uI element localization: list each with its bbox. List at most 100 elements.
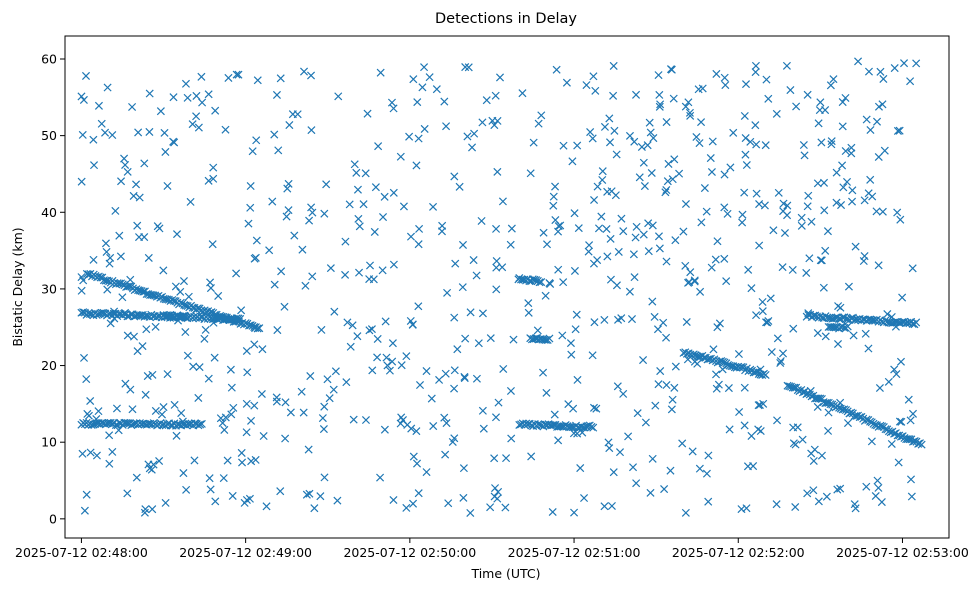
- data-point: [588, 134, 597, 143]
- data-point: [341, 237, 350, 246]
- data-point: [773, 416, 782, 425]
- data-point: [257, 389, 266, 399]
- data-point: [422, 468, 431, 477]
- data-point: [860, 252, 869, 261]
- data-point: [580, 494, 589, 503]
- data-point: [133, 221, 142, 230]
- data-point: [389, 260, 398, 269]
- data-point: [218, 418, 227, 428]
- data-point: [529, 138, 538, 147]
- data-point: [678, 439, 687, 448]
- data-point: [179, 469, 188, 478]
- data-point: [605, 114, 614, 123]
- data-point: [459, 493, 468, 502]
- data-point: [247, 457, 256, 466]
- data-point: [660, 485, 669, 494]
- data-point: [159, 403, 168, 412]
- data-point: [169, 93, 178, 102]
- data-point: [499, 364, 508, 373]
- data-point: [589, 403, 599, 412]
- data-point: [106, 319, 115, 328]
- data-point: [442, 122, 451, 131]
- data-point: [427, 394, 436, 403]
- data-point: [766, 294, 775, 303]
- data-point: [209, 163, 218, 172]
- data-point: [584, 247, 593, 256]
- data-point: [406, 232, 416, 241]
- data-point: [320, 473, 329, 482]
- data-point: [648, 454, 657, 463]
- data-point: [573, 375, 582, 384]
- data-point: [365, 261, 375, 270]
- data-point: [286, 408, 295, 417]
- data-point: [160, 128, 169, 137]
- data-point: [706, 154, 715, 163]
- data-point: [729, 128, 738, 137]
- data-point: [240, 498, 249, 507]
- data-point: [92, 451, 101, 460]
- data-point: [751, 68, 760, 77]
- data-point: [662, 257, 671, 266]
- data-point: [304, 445, 313, 454]
- data-point: [573, 141, 582, 150]
- data-point: [305, 216, 314, 225]
- data-point: [603, 252, 612, 261]
- data-point: [809, 456, 818, 465]
- data-point: [591, 86, 600, 95]
- data-point: [194, 393, 203, 402]
- data-point: [90, 161, 99, 170]
- data-point: [827, 140, 836, 149]
- data-point: [128, 102, 137, 111]
- data-point: [619, 389, 628, 398]
- data-point: [133, 347, 142, 356]
- data-point: [670, 155, 679, 164]
- data-point: [864, 344, 873, 353]
- data-point: [354, 214, 363, 223]
- data-point: [223, 456, 232, 465]
- data-point: [841, 93, 850, 103]
- data-point: [838, 161, 847, 170]
- data-point: [77, 92, 86, 101]
- data-point: [800, 151, 809, 160]
- data-point: [460, 372, 469, 381]
- data-point: [101, 239, 110, 248]
- data-point: [713, 237, 722, 246]
- data-point: [507, 224, 516, 233]
- data-point: [702, 207, 711, 216]
- data-point: [159, 266, 168, 275]
- data-point: [876, 67, 885, 76]
- data-point: [161, 498, 170, 507]
- data-point: [458, 240, 468, 249]
- data-point: [140, 233, 149, 242]
- data-point: [488, 116, 497, 125]
- data-point: [735, 363, 744, 372]
- data-point: [84, 309, 93, 318]
- data-point: [353, 332, 362, 341]
- data-point: [250, 401, 259, 410]
- data-point: [809, 486, 818, 495]
- data-point: [884, 377, 893, 386]
- data-point: [272, 90, 281, 99]
- data-point: [878, 207, 887, 216]
- data-point: [170, 400, 179, 409]
- data-point: [659, 318, 668, 327]
- data-point: [639, 158, 648, 167]
- data-point: [814, 497, 823, 506]
- data-point: [250, 254, 259, 263]
- data-point: [833, 339, 843, 349]
- data-point: [864, 189, 873, 198]
- data-point: [895, 417, 904, 426]
- data-point: [208, 240, 217, 249]
- data-point: [112, 404, 121, 413]
- data-point: [429, 202, 438, 211]
- data-point: [418, 83, 427, 92]
- data-point: [661, 188, 670, 197]
- data-point: [466, 308, 475, 317]
- data-point: [666, 466, 675, 475]
- data-point: [799, 141, 808, 150]
- data-point: [586, 128, 595, 137]
- data-point: [656, 100, 665, 109]
- data-point: [548, 507, 557, 517]
- data-point: [900, 59, 909, 68]
